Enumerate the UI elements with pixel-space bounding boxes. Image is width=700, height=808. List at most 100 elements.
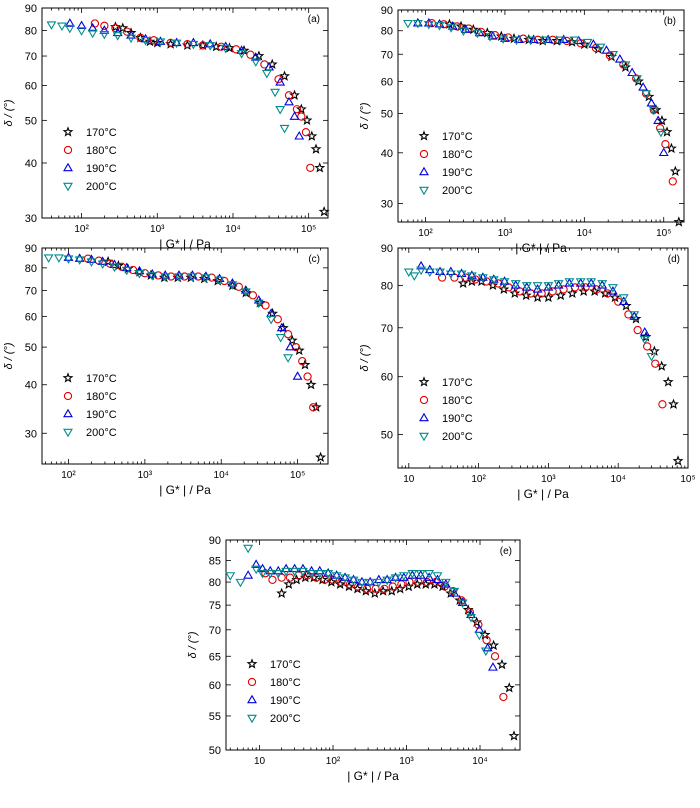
data-point	[99, 30, 110, 40]
y-tick-label: 85	[209, 555, 221, 567]
panel-label: (b)	[664, 16, 676, 27]
legend-marker	[246, 658, 258, 669]
data-point	[251, 559, 262, 568]
data-point	[187, 273, 198, 282]
x-tick-label: 10⁴	[610, 474, 625, 485]
data-point	[281, 567, 292, 577]
data-point	[279, 124, 290, 134]
data-point	[251, 565, 262, 575]
data-point	[488, 274, 499, 283]
data-point	[274, 75, 283, 84]
data-point	[236, 50, 247, 59]
data-point	[388, 582, 397, 591]
x-tick-label: 10²	[61, 470, 76, 481]
x-tick-label: 10	[254, 756, 266, 767]
data-point	[607, 284, 618, 293]
data-point	[289, 111, 300, 120]
plot-frame	[41, 7, 329, 219]
legend-label: 170°C	[442, 131, 473, 143]
data-point	[543, 282, 554, 291]
data-point	[420, 578, 432, 589]
data-point	[542, 291, 554, 303]
data-point	[466, 272, 477, 281]
data-point	[477, 272, 488, 281]
data-point	[456, 270, 467, 279]
legend-label: 180°C	[86, 145, 117, 157]
data-point	[205, 38, 216, 48]
legend-marker	[63, 162, 73, 172]
legend-label: 190°C	[270, 695, 301, 707]
data-point	[643, 90, 655, 102]
legend-marker	[63, 391, 73, 401]
data-point	[155, 38, 166, 47]
data-point	[423, 21, 434, 30]
panel-label: (c)	[308, 254, 320, 265]
data-point	[588, 39, 599, 48]
y-axis-label: δ / (°)	[359, 344, 371, 371]
data-point	[620, 61, 631, 70]
data-point	[423, 17, 434, 27]
data-point	[303, 372, 312, 381]
y-tick-label: 40	[25, 158, 37, 170]
series-0	[102, 255, 327, 463]
data-point	[435, 266, 445, 276]
legend: 170°C 180°C 190°C 200°C	[246, 658, 301, 725]
data-point	[457, 599, 468, 609]
data-point	[487, 31, 498, 40]
data-point	[525, 36, 536, 46]
data-point	[589, 285, 601, 297]
data-point	[293, 344, 305, 356]
legend-marker	[419, 186, 429, 196]
data-point	[480, 647, 491, 657]
x-tick-label: 10⁵	[290, 470, 305, 481]
data-point	[618, 296, 629, 305]
data-point	[499, 278, 510, 287]
y-tick-label: 80	[381, 280, 393, 292]
data-point	[412, 17, 423, 27]
data-point	[297, 112, 306, 121]
data-point	[618, 294, 629, 303]
data-point	[466, 614, 476, 623]
series-3	[43, 254, 294, 363]
legend-marker	[418, 376, 430, 387]
data-point	[220, 44, 231, 54]
data-point	[503, 682, 515, 693]
data-point	[253, 299, 264, 309]
data-point	[382, 574, 393, 584]
legend-label: 190°C	[86, 409, 117, 421]
data-point	[614, 54, 625, 63]
data-point	[658, 400, 667, 409]
y-tick-label: 50	[381, 430, 393, 442]
x-axis-label: | G* | / Pa	[517, 487, 569, 501]
data-point	[607, 286, 618, 295]
data-point	[575, 278, 586, 287]
data-point	[633, 325, 642, 335]
data-point	[477, 274, 488, 283]
x-tick-label: 10	[403, 474, 415, 485]
legend-marker	[247, 694, 257, 704]
data-point	[99, 25, 110, 34]
data-point	[243, 544, 254, 554]
data-point	[257, 570, 268, 579]
data-point	[668, 398, 679, 409]
data-point	[220, 41, 231, 50]
data-point	[457, 597, 468, 607]
data-point	[297, 567, 308, 577]
data-point	[301, 114, 313, 125]
legend-label: 180°C	[442, 149, 473, 161]
x-tick-label: 10³	[138, 470, 153, 481]
y-tick-label: 60	[381, 372, 393, 384]
data-point	[227, 278, 238, 287]
y-tick-label: 80	[25, 263, 37, 275]
data-point	[283, 354, 294, 363]
data-point	[250, 52, 261, 61]
x-tick-label: 10³	[498, 228, 513, 239]
y-tick-label: 75	[209, 600, 221, 612]
data-point	[140, 33, 151, 43]
data-point	[445, 270, 456, 279]
data-point	[432, 572, 443, 581]
data-point	[76, 20, 87, 30]
data-point	[240, 288, 251, 297]
legend-marker	[247, 677, 257, 687]
data-point	[508, 730, 520, 741]
